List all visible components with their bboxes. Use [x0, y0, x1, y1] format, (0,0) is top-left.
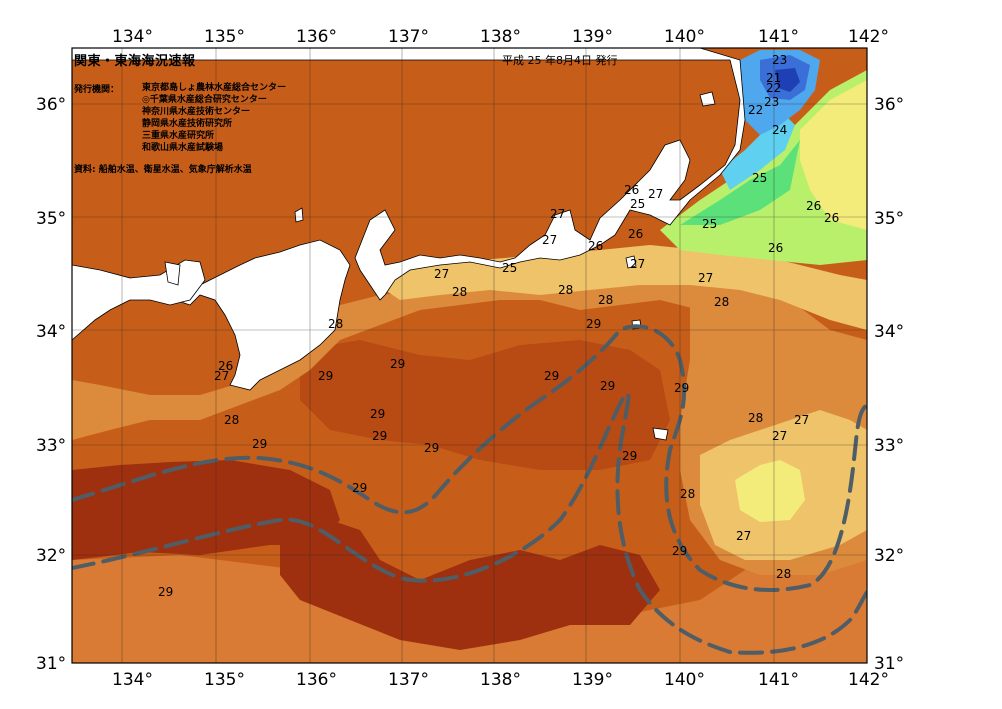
- lon-label-bottom: 134°: [112, 670, 153, 690]
- contour-label: 29: [352, 481, 367, 495]
- contour-label: 25: [630, 197, 645, 211]
- contour-label: 22: [766, 81, 781, 95]
- lon-label-top: 138°: [480, 27, 521, 47]
- contour-label: 29: [252, 437, 267, 451]
- contour-label: 26: [624, 183, 639, 197]
- contour-label: 29: [372, 429, 387, 443]
- contour-label: 26: [628, 227, 643, 241]
- contour-label: 28: [328, 317, 343, 331]
- lon-label-bottom: 141°: [758, 670, 799, 690]
- lon-label-bottom: 138°: [480, 670, 521, 690]
- contour-label: 25: [752, 171, 767, 185]
- lon-label-top: 135°: [204, 27, 245, 47]
- land-hachijo: [653, 428, 668, 440]
- issuer-label: 発行機関：: [74, 82, 119, 95]
- lon-label-top: 139°: [572, 27, 613, 47]
- issue-date: 平成 25 年8月4日 発行: [502, 52, 617, 68]
- contour-label: 27: [542, 233, 557, 247]
- lat-label-left: 36°: [36, 95, 66, 115]
- lat-label-left: 31°: [36, 654, 66, 674]
- contour-label: 26: [824, 211, 839, 225]
- contour-label: 27: [648, 187, 663, 201]
- contour-label: 26: [806, 199, 821, 213]
- lon-label-bottom: 140°: [664, 670, 705, 690]
- contour-label: 28: [558, 283, 573, 297]
- contour-label: 29: [370, 407, 385, 421]
- issuer-item: 三重県水産研究所: [142, 130, 286, 142]
- issuer-item: 神奈川県水産技術センター: [142, 106, 286, 118]
- contour-label: 26: [768, 241, 783, 255]
- contour-label: 28: [748, 411, 763, 425]
- issuer-list: 東京都島しょ農林水産総合センター ◎千葉県水産総合研究センター 神奈川県水産技術…: [142, 82, 286, 154]
- contour-label: 28: [680, 487, 695, 501]
- contour-label: 27: [214, 369, 229, 383]
- latitude-labels-right: 36° 35° 34° 33° 32° 31°: [874, 95, 904, 674]
- contour-label: 28: [598, 293, 613, 307]
- contour-label: 29: [544, 369, 559, 383]
- contour-label: 28: [714, 295, 729, 309]
- lon-label-top: 134°: [112, 27, 153, 47]
- contour-label: 29: [622, 449, 637, 463]
- lat-label-right: 35°: [874, 209, 904, 229]
- contour-label: 29: [318, 369, 333, 383]
- contour-label: 29: [672, 544, 687, 558]
- lat-label-right: 31°: [874, 654, 904, 674]
- contour-label: 27: [550, 207, 565, 221]
- info-panel: 関東・東海海況速報 平成 25 年8月4日 発行 発行機関： 東京都島しょ農林水…: [72, 48, 432, 188]
- issuer-item: 静岡県水産技術研究所: [142, 118, 286, 130]
- contour-label: 27: [736, 529, 751, 543]
- lon-label-top: 136°: [296, 27, 337, 47]
- issuer-item: ◎千葉県水産総合研究センター: [142, 94, 286, 106]
- contour-label: 27: [630, 257, 645, 271]
- contour-label: 28: [452, 285, 467, 299]
- contour-label: 29: [586, 317, 601, 331]
- contour-label: 25: [702, 217, 717, 231]
- longitude-labels-bottom: 134° 135° 136° 137° 138° 139° 140° 141° …: [112, 670, 889, 690]
- contour-label: 27: [698, 271, 713, 285]
- contour-label: 28: [224, 413, 239, 427]
- issuer-item: 東京都島しょ農林水産総合センター: [142, 82, 286, 94]
- lat-label-left: 32°: [36, 546, 66, 566]
- lon-label-top: 137°: [388, 27, 429, 47]
- contour-label: 29: [600, 379, 615, 393]
- contour-label: 25: [502, 261, 517, 275]
- contour-label: 27: [794, 413, 809, 427]
- lon-label-bottom: 139°: [572, 670, 613, 690]
- lon-label-top: 140°: [664, 27, 705, 47]
- contour-label: 23: [764, 95, 779, 109]
- lat-label-right: 33°: [874, 436, 904, 456]
- contour-label: 29: [390, 357, 405, 371]
- lon-label-bottom: 136°: [296, 670, 337, 690]
- lat-label-left: 33°: [36, 436, 66, 456]
- longitude-labels-top: 134° 135° 136° 137° 138° 139° 140° 141° …: [112, 27, 889, 47]
- lat-label-right: 34°: [874, 322, 904, 342]
- lon-label-top: 141°: [758, 27, 799, 47]
- map-title: 関東・東海海況速報: [74, 50, 196, 69]
- contour-label: 27: [772, 429, 787, 443]
- lon-label-bottom: 135°: [204, 670, 245, 690]
- contour-label: 29: [158, 585, 173, 599]
- contour-label: 22: [748, 103, 763, 117]
- data-source: 資料: 船舶水温、衛星水温、気象庁解析水温: [74, 162, 252, 175]
- lon-label-bottom: 137°: [388, 670, 429, 690]
- contour-label: 27: [434, 267, 449, 281]
- contour-label: 29: [674, 381, 689, 395]
- contour-label: 24: [772, 123, 787, 137]
- latitude-labels-left: 36° 35° 34° 33° 32° 31°: [36, 95, 66, 674]
- contour-label: 28: [776, 567, 791, 581]
- lat-label-right: 36°: [874, 95, 904, 115]
- issuer-item: 和歌山県水産試験場: [142, 142, 286, 154]
- lat-label-right: 32°: [874, 546, 904, 566]
- lat-label-left: 34°: [36, 322, 66, 342]
- lat-label-left: 35°: [36, 209, 66, 229]
- contour-label: 26: [588, 239, 603, 253]
- contour-label: 23: [772, 53, 787, 67]
- contour-label: 29: [424, 441, 439, 455]
- lon-label-top: 142°: [848, 27, 889, 47]
